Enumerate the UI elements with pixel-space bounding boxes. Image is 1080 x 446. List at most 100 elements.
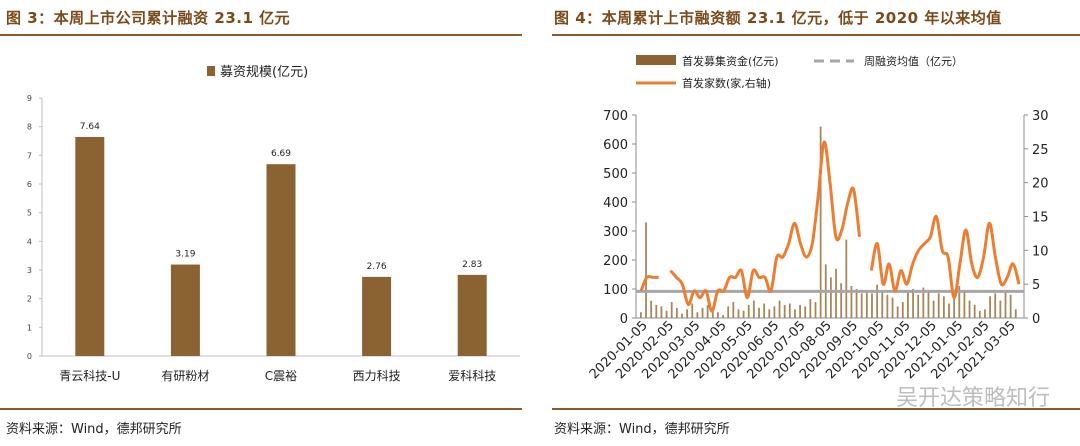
- data-label: 2.83: [462, 260, 482, 270]
- bar: [1009, 294, 1012, 318]
- bar: [768, 309, 771, 318]
- source-note: 资料来源：Wind，德邦研究所: [6, 422, 182, 437]
- bar: [75, 136, 105, 356]
- bar: [675, 307, 678, 318]
- bar: [660, 306, 663, 318]
- bar: [691, 303, 694, 318]
- bar: [953, 294, 956, 318]
- ipo-count-line: [639, 274, 659, 292]
- bar: [737, 309, 740, 318]
- right-y-tick-label: 10: [1032, 244, 1049, 259]
- y-tick-label: 9: [27, 94, 32, 103]
- bar: [937, 293, 940, 318]
- left-y-tick-label: 700: [603, 109, 628, 124]
- legend-label: 周融资均值（亿元）: [864, 55, 963, 68]
- left-y-tick-label: 300: [603, 225, 628, 240]
- bar: [814, 302, 817, 318]
- bar: [963, 290, 966, 318]
- bar: [871, 293, 873, 318]
- bar: [758, 307, 760, 318]
- bar: [907, 291, 909, 318]
- right-y-tick-label: 30: [1032, 109, 1049, 124]
- left-y-tick-label: 600: [603, 138, 628, 153]
- bar: [362, 276, 392, 356]
- bar: [681, 313, 683, 318]
- category-label: 西力科技: [353, 369, 401, 383]
- bar: [896, 306, 899, 318]
- bar: [742, 310, 745, 318]
- bar: [1014, 309, 1017, 318]
- ipo-count-line: [669, 140, 861, 313]
- source-note: 资料来源：Wind，德邦研究所: [554, 422, 730, 437]
- legend-label: 首发募集资金(亿元): [682, 54, 779, 68]
- bar: [994, 293, 997, 318]
- bar: [845, 239, 848, 318]
- watermark-logo: 吴开达策略知行: [895, 386, 1050, 411]
- figure-4-panel: 图 4：本周累计上市融资额 23.1 亿元，低于 2020 年以来均值 首发募集…: [552, 0, 1080, 446]
- bar: [717, 312, 719, 318]
- ipo-weekly-combo-chart: 首发募集资金(亿元) 周融资均值（亿元）首发家数(家,右轴)01002003004…: [587, 54, 1049, 382]
- bar: [891, 297, 894, 318]
- bar: [665, 310, 668, 318]
- bar: [794, 309, 796, 318]
- fundraising-bar-chart: 募资规模(亿元) 0 1 2 3 4 5 6 7 8 9 7.64 青云科技-U 3.19 有研粉材 6.69…: [27, 65, 520, 383]
- bar: [948, 303, 950, 318]
- left-y-tick-label: 200: [603, 254, 628, 269]
- bar: [804, 306, 807, 318]
- bar: [917, 294, 920, 318]
- bar: [670, 302, 673, 318]
- category-label: 青云科技-U: [59, 369, 120, 383]
- bar: [840, 283, 843, 318]
- source-rule: [0, 408, 522, 410]
- data-label: 3.19: [175, 250, 195, 260]
- bar: [860, 293, 863, 318]
- y-tick-label: 5: [27, 209, 32, 218]
- bar: [901, 302, 904, 318]
- bar: [958, 286, 961, 318]
- y-tick-label: 1: [27, 323, 32, 332]
- bar: [1004, 290, 1007, 318]
- bar: [711, 309, 714, 318]
- bar: [912, 289, 914, 318]
- bar: [457, 274, 487, 356]
- bar: [973, 304, 976, 318]
- left-y-tick-label: 0: [620, 312, 628, 327]
- right-y-tick-label: 25: [1032, 143, 1049, 158]
- bar: [968, 300, 971, 318]
- bar: [640, 312, 642, 318]
- y-tick-label: 8: [27, 123, 32, 132]
- bar: [266, 164, 296, 356]
- bar: [886, 294, 889, 318]
- bar: [978, 310, 981, 318]
- y-tick-label: 7: [27, 151, 32, 160]
- bar: [788, 303, 791, 318]
- bar: [783, 304, 786, 318]
- figure-3-panel: 图 3：本周上市公司累计融资 23.1 亿元 募资规模(亿元) 0 1 2 3 4 5 6 7 8…: [0, 0, 524, 446]
- figure-3-title: 图 3：本周上市公司累计融资 23.1 亿元: [6, 9, 291, 27]
- data-label: 6.69: [271, 149, 291, 159]
- bar: [835, 268, 837, 318]
- bar: [645, 222, 647, 318]
- bar: [747, 304, 750, 318]
- bar: [799, 304, 801, 318]
- bar: [855, 289, 858, 318]
- bar: [865, 291, 868, 318]
- bar: [881, 290, 884, 318]
- bar: [650, 300, 653, 318]
- bar: [696, 312, 699, 318]
- left-y-tick-label: 400: [603, 196, 628, 211]
- bar: [932, 300, 935, 318]
- bar: [701, 307, 704, 318]
- bar: [850, 286, 853, 318]
- figure-4-title: 图 4：本周累计上市融资额 23.1 亿元，低于 2020 年以来均值: [554, 9, 1002, 27]
- legend-label: 首发家数(家,右轴): [682, 76, 771, 90]
- bar: [999, 300, 1002, 318]
- y-tick-label: 4: [27, 237, 32, 246]
- bar: [984, 309, 986, 318]
- bar: [942, 296, 945, 318]
- data-label: 7.64: [80, 122, 100, 132]
- bar: [763, 303, 766, 318]
- bar: [686, 309, 689, 318]
- legend-swatch-bar: [636, 55, 676, 65]
- bar: [819, 126, 822, 318]
